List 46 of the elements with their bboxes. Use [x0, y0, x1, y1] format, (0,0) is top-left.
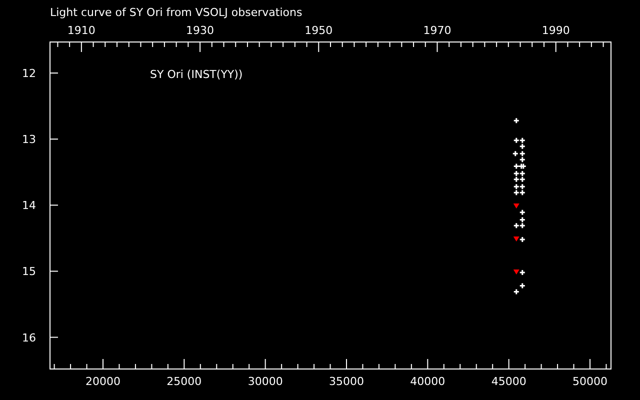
x2-tick-label: 1930 [186, 24, 214, 37]
point [519, 156, 526, 163]
x-tick-label: 20000 [86, 375, 120, 388]
point [513, 137, 520, 144]
point [519, 189, 526, 196]
point [513, 203, 520, 208]
point [519, 216, 526, 223]
point [513, 162, 520, 170]
point [513, 236, 520, 242]
point [519, 236, 526, 243]
point [513, 183, 520, 190]
x-tick-label: 50000 [572, 375, 608, 388]
point [513, 117, 520, 124]
y-tick-label: 15 [22, 265, 36, 278]
point [513, 288, 520, 295]
y-tick-label: 14 [22, 199, 36, 212]
x2-tick-label: 1990 [542, 24, 570, 37]
point [513, 222, 520, 229]
point [513, 176, 520, 183]
chart-title: Light curve of SY Ori from VSOLJ observations [50, 6, 302, 19]
point [512, 150, 519, 157]
point [513, 270, 520, 275]
x-tick-label: 30000 [248, 375, 283, 388]
y-tick-label: 13 [22, 133, 36, 146]
point [519, 282, 526, 290]
point [519, 150, 526, 157]
point [513, 170, 520, 177]
point [519, 269, 526, 276]
y-tick-label: 16 [22, 331, 36, 344]
x-tick-label: 25000 [166, 375, 202, 388]
x-tick-label: 40000 [410, 375, 446, 388]
point [519, 143, 526, 150]
annotation: SY Ori (INST(YY)) [150, 68, 243, 81]
x2-tick-label: 1910 [67, 24, 96, 37]
point [519, 170, 526, 177]
x2-tick-label: 1970 [423, 24, 452, 37]
point [519, 183, 526, 190]
point [519, 222, 526, 229]
x-tick-label: 35000 [329, 375, 364, 388]
y-tick-label: 12 [22, 67, 36, 80]
x-tick-label: 45000 [491, 375, 526, 388]
point [519, 137, 526, 144]
point [519, 176, 526, 183]
point [519, 209, 526, 216]
point [513, 189, 520, 196]
x2-tick-label: 1950 [304, 24, 333, 37]
